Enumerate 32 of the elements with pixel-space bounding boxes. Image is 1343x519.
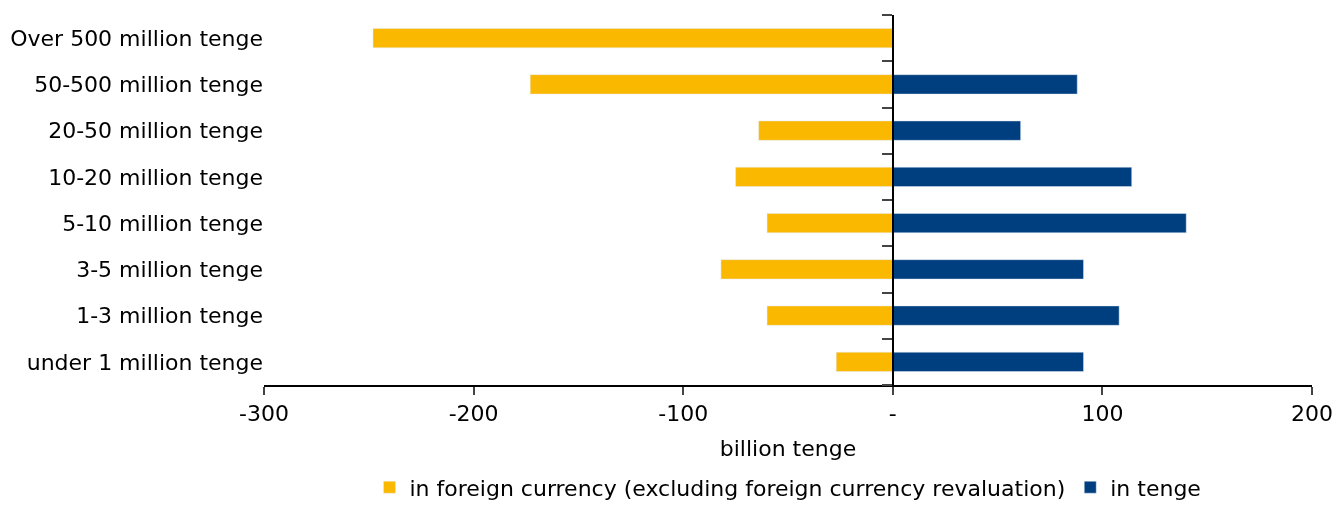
y-tick-label: 3-5 million tenge (76, 257, 263, 283)
x-axis-title: billion tenge (719, 435, 857, 461)
bar (766, 305, 894, 326)
y-tick-label: 1-3 million tenge (76, 303, 263, 329)
bar (835, 351, 894, 372)
bar (892, 120, 1021, 141)
legend-label: in tenge (1110, 475, 1201, 501)
y-tick-label: 20-50 million tenge (48, 118, 263, 144)
legend-label: in foreign currency (excluding foreign currency revaluation) (409, 475, 1066, 501)
bar (735, 166, 894, 187)
bar (766, 213, 894, 234)
bar (758, 120, 894, 141)
x-tick-label: -100 (658, 401, 709, 427)
bar (892, 305, 1120, 326)
bar (892, 213, 1187, 234)
x-tick-label: 200 (1291, 401, 1333, 427)
y-tick-label: under 1 million tenge (26, 349, 263, 375)
bar (892, 351, 1084, 372)
x-tick-label: - (888, 401, 897, 427)
bar (372, 28, 894, 49)
y-tick-label: Over 500 million tenge (10, 25, 263, 51)
x-tick-label: -300 (239, 401, 289, 427)
bar (892, 259, 1084, 280)
bar (529, 74, 894, 95)
x-tick-label: 100 (1081, 401, 1124, 427)
y-tick-label: 50-500 million tenge (34, 72, 263, 98)
y-tick-label: 10-20 million tenge (48, 164, 263, 190)
y-tick-label: 5-10 million tenge (62, 210, 263, 236)
bar (720, 259, 894, 280)
bar (892, 166, 1132, 187)
x-tick-label: -200 (448, 401, 499, 427)
bar (892, 74, 1078, 95)
